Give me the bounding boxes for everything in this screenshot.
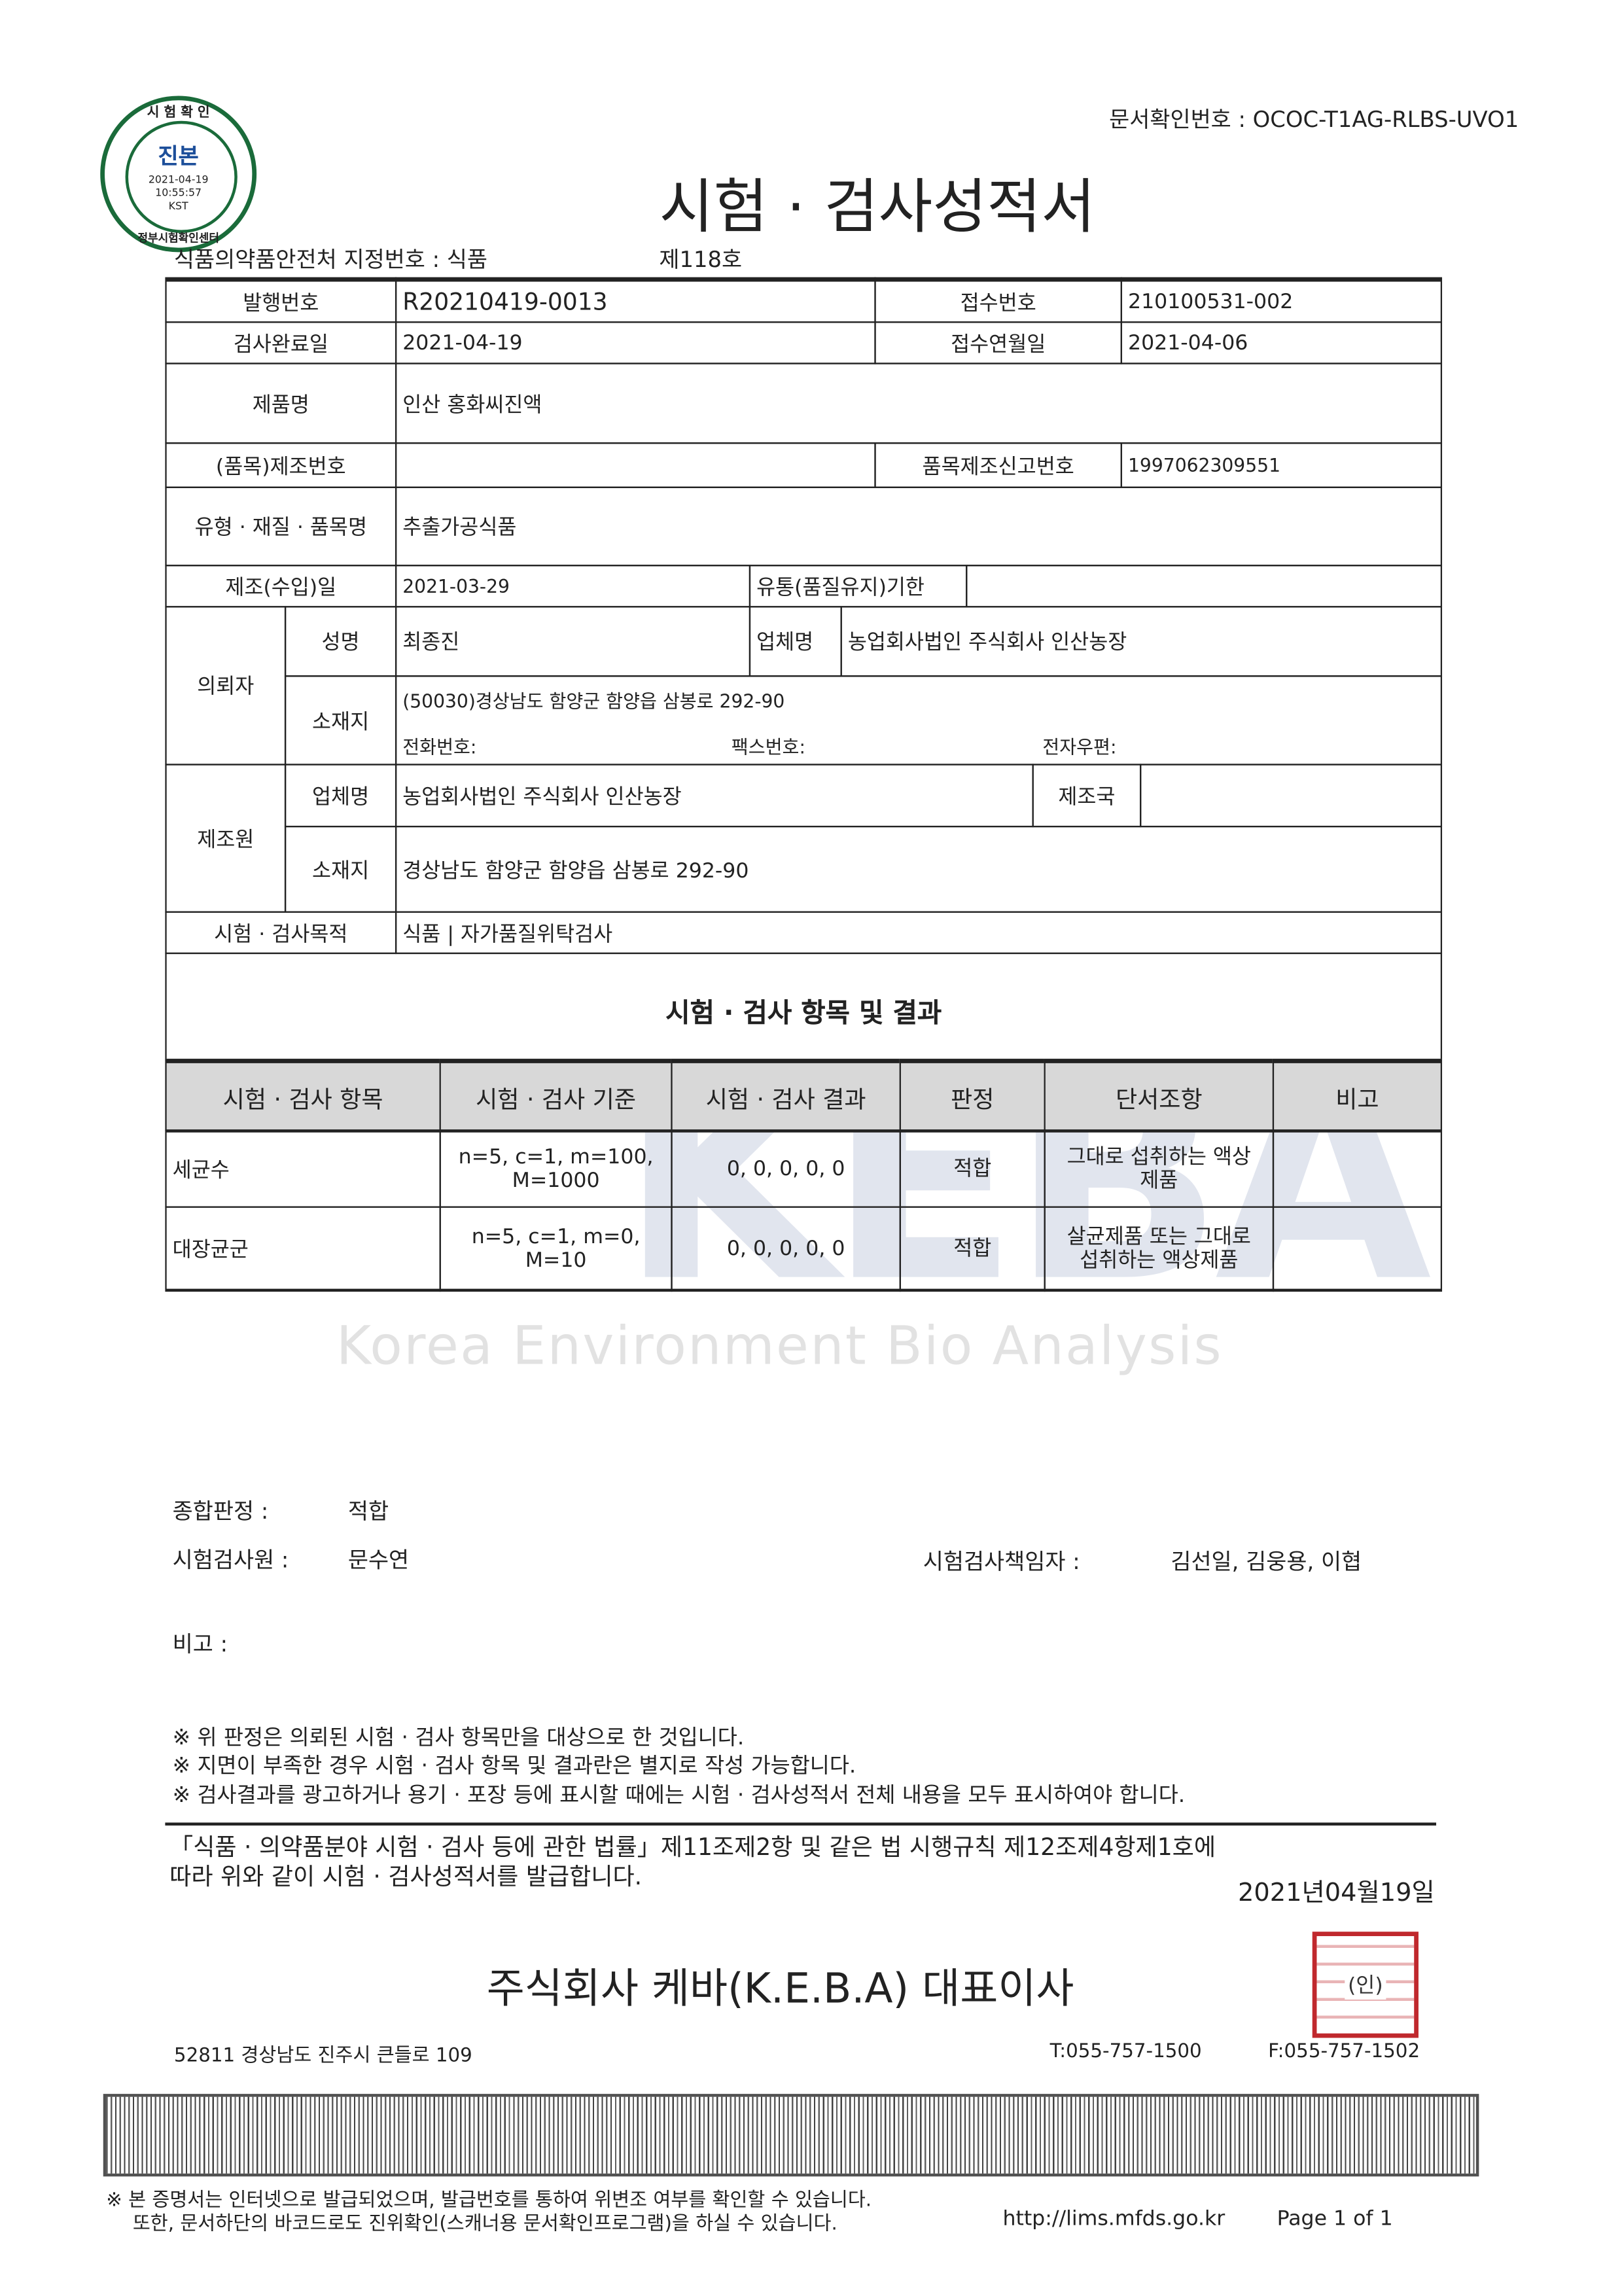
doc-check-number: 문서확인번호 : OCOC-T1AG-RLBS-UVO1: [1109, 106, 1519, 133]
footer-line-1: ※ 본 증명서는 인터넷으로 발급되었으며, 발급번호를 통하여 위변조 여부를…: [106, 2189, 872, 2212]
result-verdict: 적합: [899, 1129, 1046, 1208]
label-maker-addr: 소재지: [284, 826, 397, 913]
result-clause: 그대로 섭취하는 액상제품: [1044, 1129, 1275, 1208]
company-tel: T:055-757-1500: [1049, 2040, 1202, 2063]
label-mfg-date: 제조(수입)일: [165, 565, 397, 608]
responsible: 김선일, 김웅용, 이협: [1171, 1548, 1362, 1575]
label-purpose: 시험 · 검사목적: [165, 911, 397, 955]
seal-mark: (인): [1345, 1969, 1386, 2000]
label-done-date: 검사완료일: [165, 321, 397, 364]
header-verdict: 판정: [899, 1059, 1046, 1131]
receipt-date: 2021-04-06: [1120, 321, 1443, 364]
product-name: 인산 홍화씨진액: [395, 362, 1443, 444]
company-address: 52811 경상남도 진주시 큰들로 109: [173, 2045, 472, 2068]
issue-date: 2021년04월19일: [1238, 1879, 1435, 1909]
note: ※ 위 판정은 의뢰된 시험 · 검사 항목만을 대상으로 한 것입니다.: [172, 1726, 745, 1751]
client-address: (50030)경상남도 함양군 함양읍 삼봉로 292-90: [402, 690, 785, 713]
result-remark: [1272, 1129, 1443, 1208]
result-item: 세균수: [165, 1129, 441, 1208]
label-client-name: 성명: [284, 606, 397, 677]
client-tel: 전화번호:: [402, 735, 477, 758]
designation-number: 제118호: [659, 246, 743, 273]
designation: 식품의약품안전처 지정번호 : 식품: [173, 246, 487, 273]
label-client-company: 업체명: [749, 606, 842, 677]
header-standard: 시험 · 검사 기준: [439, 1059, 673, 1131]
responsible-label: 시험검사책임자 :: [923, 1548, 1080, 1575]
result-verdict: 적합: [899, 1206, 1046, 1292]
label-receipt-date: 접수연월일: [874, 321, 1122, 364]
header-clause: 단서조항: [1044, 1059, 1275, 1131]
issuer: 주식회사 케바(K.E.B.A) 대표이사: [486, 1964, 1074, 2013]
tester: 문수연: [347, 1547, 410, 1574]
mfg-date: 2021-03-29: [395, 565, 751, 608]
report-no: 1997062309551: [1120, 442, 1443, 488]
receipt-no: 210100531-002: [1120, 277, 1443, 323]
result-value: 0, 0, 0, 0, 0: [671, 1206, 901, 1292]
note: ※ 검사결과를 광고하거나 용기 · 포장 등에 표시할 때에는 시험 · 검사…: [172, 1784, 1186, 1808]
remark-label: 비고 :: [172, 1631, 228, 1658]
result-item: 대장균군: [165, 1206, 441, 1292]
purpose: 식품 | 자가품질위탁검사: [395, 911, 1443, 955]
stamp-bottom-text: 정부시험확인센터: [137, 231, 219, 245]
label-product: 제품명: [165, 362, 397, 444]
issue-no: R20210419-0013: [395, 277, 876, 323]
lot-no: [395, 442, 876, 488]
law-text-1: 「식품 · 의약품분야 시험 · 검사 등에 관한 법률」제11조제2항 및 같…: [169, 1833, 1216, 1862]
stamp-main-text: 진본: [158, 143, 199, 170]
maker-address: 경상남도 함양군 함양읍 삼봉로 292-90: [395, 826, 1443, 913]
page-number: Page 1 of 1: [1277, 2207, 1393, 2231]
stamp-date: 2021-04-19: [148, 173, 209, 186]
result-remark: [1272, 1206, 1443, 1292]
stamp-time: 10:55:57: [155, 187, 202, 200]
client-name: 최종진: [395, 606, 751, 677]
food-type: 추출가공식품: [395, 486, 1443, 567]
label-maker: 제조원: [165, 764, 287, 913]
client-address-cell: (50030)경상남도 함양군 함양읍 삼봉로 292-90 전화번호: 팩스번…: [395, 675, 1443, 766]
divider: [165, 1822, 1437, 1826]
done-date: 2021-04-19: [395, 321, 876, 364]
verdict-label: 종합판정 :: [172, 1498, 269, 1525]
result-standard: n=5, c=1, m=0, M=10: [439, 1206, 673, 1292]
label-lot: (품목)제조번호: [165, 442, 397, 488]
label-issue-no: 발행번호: [165, 277, 397, 323]
page-title: 시험 · 검사성적서: [659, 173, 1096, 242]
client-email: 전자우편:: [1042, 735, 1117, 758]
footer-line-2: 또한, 문서하단의 바코드로도 진위확인(스캐너용 문서확인프로그램)을 하실 …: [132, 2213, 837, 2236]
maker-company: 농업회사법인 주식회사 인산농장: [395, 764, 1034, 828]
header-result: 시험 · 검사 결과: [671, 1059, 901, 1131]
stamp-top-text: 시 험 확 인: [147, 106, 210, 121]
authenticity-stamp: 시 험 확 인 진본 2021-04-19 10:55:57 KST 정부시험확…: [100, 96, 257, 253]
company-fax: F:055-757-1502: [1268, 2040, 1420, 2063]
label-type: 유형 · 재질 · 품목명: [165, 486, 397, 567]
label-country: 제조국: [1032, 764, 1142, 828]
expiry: [966, 565, 1443, 608]
label-expiry: 유통(품질유지)기한: [749, 565, 968, 608]
header-remark: 비고: [1272, 1059, 1443, 1131]
country: [1140, 764, 1443, 828]
label-client-addr: 소재지: [284, 675, 397, 766]
header-item: 시험 · 검사 항목: [165, 1059, 441, 1131]
watermark-text: Korea Environment Bio Analysis: [336, 1316, 1223, 1377]
company-seal: (인): [1312, 1932, 1419, 2038]
client-fax: 팩스번호:: [731, 735, 805, 758]
client-company: 농업회사법인 주식회사 인산농장: [840, 606, 1443, 677]
verify-url-link[interactable]: http://lims.mfds.go.kr: [1002, 2207, 1225, 2231]
result-clause: 살균제품 또는 그대로 섭취하는 액상제품: [1044, 1206, 1275, 1292]
overall-verdict: 적합: [347, 1498, 389, 1525]
verification-barcode: [103, 2094, 1479, 2177]
label-receipt-no: 접수번호: [874, 277, 1122, 323]
result-standard: n=5, c=1, m=100, M=1000: [439, 1129, 673, 1208]
label-client: 의뢰자: [165, 606, 287, 766]
note: ※ 지면이 부족한 경우 시험 · 검사 항목 및 결과란은 별지로 작성 가능…: [172, 1754, 856, 1778]
tester-label: 시험검사원 :: [172, 1547, 289, 1574]
label-report-no: 품목제조신고번호: [874, 442, 1122, 488]
result-value: 0, 0, 0, 0, 0: [671, 1129, 901, 1208]
label-maker-company: 업체명: [284, 764, 397, 828]
law-text-2: 따라 위와 같이 시험 · 검사성적서를 발급합니다.: [169, 1862, 643, 1891]
stamp-tz: KST: [168, 200, 188, 213]
results-section-title: 시험 · 검사 항목 및 결과: [165, 952, 1443, 1061]
